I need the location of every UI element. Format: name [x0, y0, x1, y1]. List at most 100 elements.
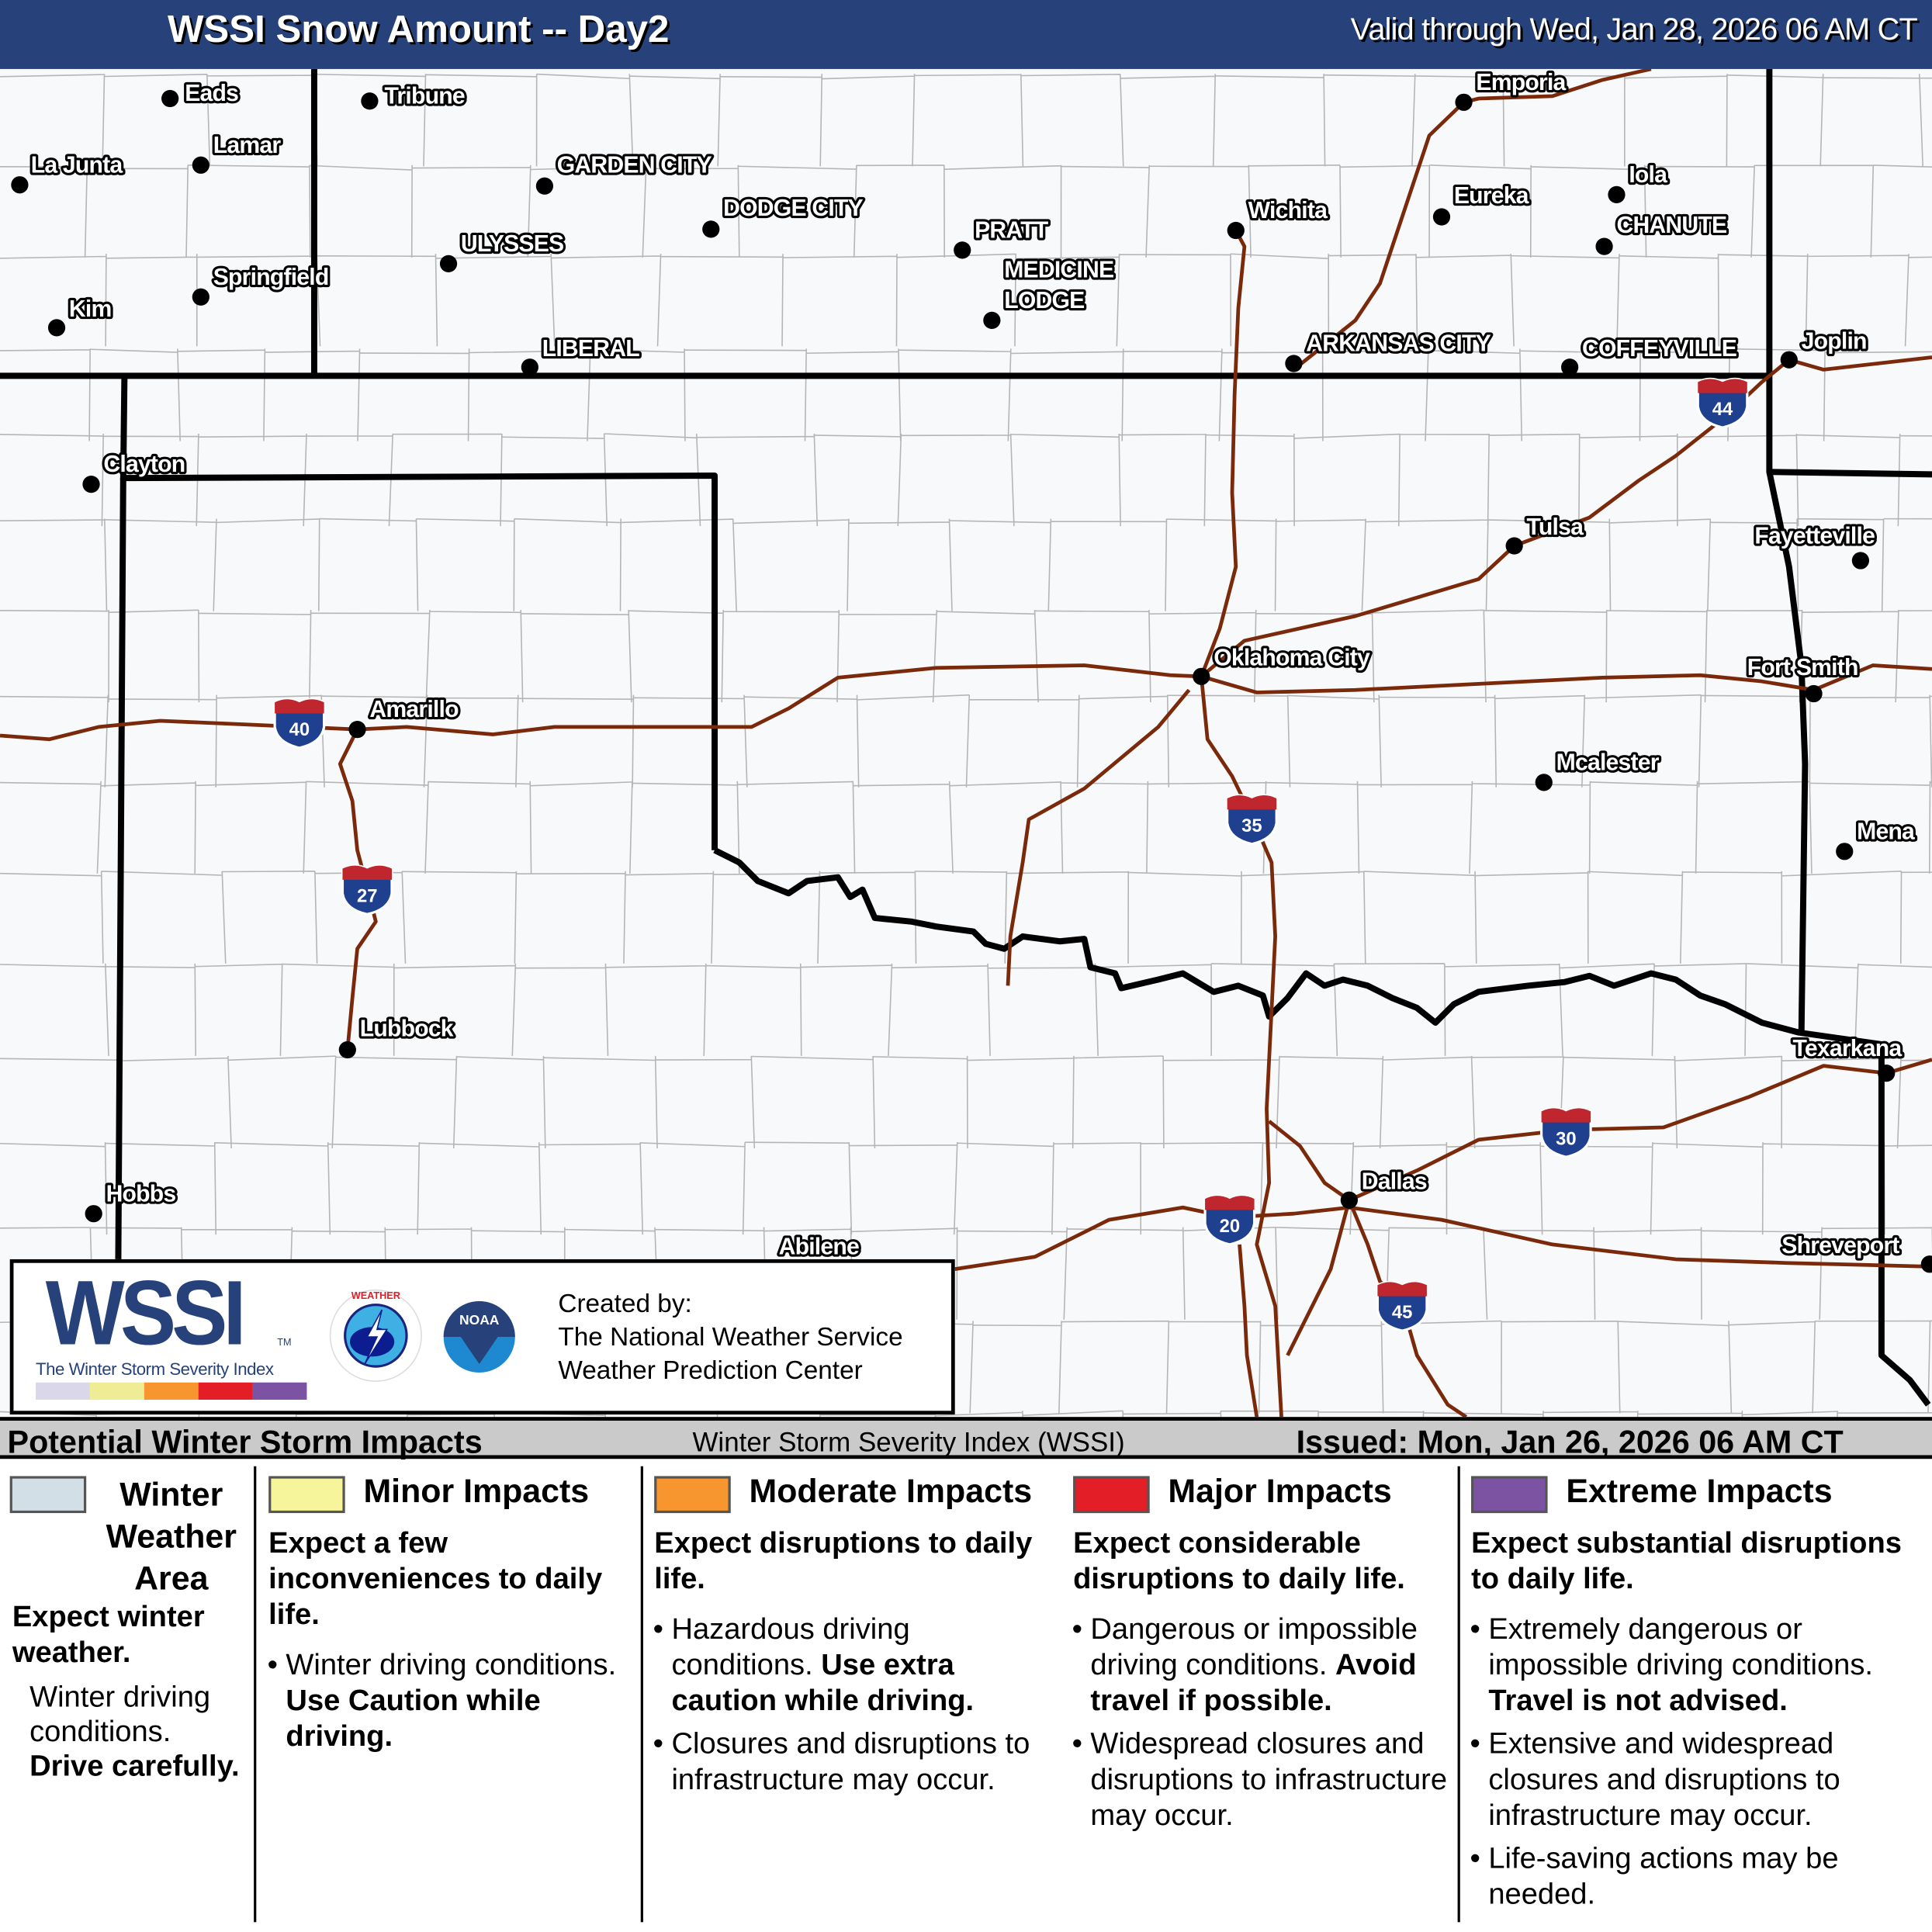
- city-label: Kim: [69, 296, 112, 322]
- county-line: [1483, 1227, 1596, 1320]
- county-line: [901, 433, 1015, 527]
- city-dot-icon: [361, 92, 379, 110]
- i-20: [954, 1205, 1932, 1272]
- county-line: [1652, 1142, 1764, 1235]
- county-line: [814, 433, 902, 527]
- county-line: [315, 73, 427, 167]
- county-line: [101, 781, 196, 874]
- county-line: [1010, 348, 1124, 441]
- county-line: [1637, 1411, 1743, 1418]
- city-label: Eureka: [1454, 183, 1529, 209]
- city-dot-icon: [161, 89, 179, 108]
- county-line: [0, 871, 104, 964]
- county-line: [551, 254, 662, 347]
- county-line: [646, 164, 740, 258]
- county-line: [914, 74, 1024, 167]
- county-line: [306, 781, 429, 874]
- county-line: [1540, 1142, 1653, 1235]
- color-swatch: [144, 1382, 199, 1400]
- interstate-shield-icon: 40: [273, 698, 326, 750]
- trademark: TM: [277, 1336, 292, 1349]
- city-label: ARKANSAS CITY: [1306, 331, 1491, 357]
- city-dot-icon: [1561, 358, 1579, 376]
- legend-text: Winter driving conditions.: [29, 1681, 211, 1749]
- county-line: [655, 1055, 756, 1149]
- legend-bullets: Dangerous or impossible driving conditio…: [1072, 1612, 1455, 1833]
- county-line: [1697, 781, 1813, 874]
- county-line: [848, 518, 953, 611]
- county-line: [1899, 435, 1932, 437]
- city-marker: Springfield: [192, 262, 331, 306]
- city-dot-icon: [1805, 684, 1823, 703]
- city-marker: Emporia: [1455, 68, 1570, 111]
- shield-number: 45: [1392, 1302, 1412, 1323]
- city-marker: LIBERAL: [521, 334, 642, 376]
- county-line: [892, 963, 991, 1056]
- divider: [1457, 1466, 1460, 1923]
- legend-minor-impacts: Minor Impacts Expect a few inconvenience…: [268, 1466, 638, 1923]
- legend-bullet: Extremely dangerous or impossible drivin…: [1470, 1612, 1927, 1719]
- county-line: [1472, 781, 1591, 874]
- county-line: [1489, 433, 1581, 527]
- county-line: [1901, 871, 1932, 874]
- county-line: [1810, 694, 1932, 788]
- county-line: [723, 610, 840, 703]
- county-line: [1123, 348, 1223, 441]
- i-35-branch: [1268, 1120, 1352, 1356]
- city-label: CHANUTE: [1616, 213, 1726, 238]
- county-line: [684, 348, 807, 441]
- city-dot-icon: [1851, 552, 1870, 570]
- city-marker: COFFEYVILLE: [1561, 334, 1740, 376]
- county-line: [90, 348, 181, 441]
- county-line: [943, 164, 1062, 258]
- county-line: [518, 694, 635, 788]
- city-marker: Dallas: [1340, 1166, 1430, 1209]
- city-dot-icon: [1780, 351, 1798, 369]
- county-line: [915, 871, 1008, 964]
- city-label: Clayton: [103, 452, 185, 477]
- city-label: ULYSSES: [461, 231, 563, 257]
- county-line: [1119, 254, 1232, 347]
- county-line: [1051, 518, 1168, 611]
- county-line: [1542, 1411, 1639, 1418]
- city-markers: Eads Tribune La Junta Lamar GARDEN CITY DODGE…: [11, 68, 1932, 1273]
- county-line: [1128, 871, 1242, 964]
- county-line: [1061, 781, 1149, 874]
- city-dot-icon: [1193, 667, 1210, 685]
- county-line: [743, 694, 860, 788]
- city-label: LIBERAL: [542, 336, 639, 362]
- county-line: [222, 871, 318, 964]
- legend-bullet: Widespread closures and disruptions to i…: [1072, 1726, 1455, 1833]
- county-line: [625, 871, 715, 964]
- county-line: [713, 871, 821, 964]
- city-dot-icon: [11, 176, 29, 194]
- county-line: [536, 73, 634, 167]
- city-marker: Texarkana: [1790, 1034, 1905, 1082]
- county-line: [1061, 1320, 1170, 1414]
- county-line: [1519, 348, 1641, 441]
- county-line: [633, 694, 748, 788]
- county-line: [106, 254, 198, 347]
- county-line: [393, 963, 517, 1056]
- county-line: [1022, 1410, 1124, 1418]
- city-label: MEDICINE: [1004, 257, 1113, 282]
- city-marker: ULYSSES: [439, 229, 566, 272]
- city-label: COFFEYVILLE: [1582, 336, 1736, 362]
- us-highway-sw: [1463, 67, 1652, 105]
- red-river-border: [713, 847, 1886, 1048]
- county-line: [1531, 164, 1647, 258]
- legend-moderate-impacts: Moderate Impacts Expect disruptions to d…: [653, 1466, 1054, 1923]
- city-dot-icon: [192, 156, 209, 174]
- county-line: [1484, 609, 1608, 703]
- county-line: [857, 694, 971, 788]
- county-line: [1079, 694, 1170, 788]
- city-dot-icon: [1595, 237, 1613, 255]
- city-label: Joplin: [1802, 328, 1867, 354]
- city-dot-icon: [954, 241, 971, 259]
- county-line: [967, 1055, 1075, 1149]
- county-line: [428, 781, 532, 874]
- city-marker: Lubbock: [338, 1013, 457, 1059]
- county-line: [1255, 610, 1375, 703]
- city-label: Fort Smith: [1747, 655, 1858, 680]
- bullet-bold-text: Avoid travel if possible.: [1090, 1648, 1417, 1718]
